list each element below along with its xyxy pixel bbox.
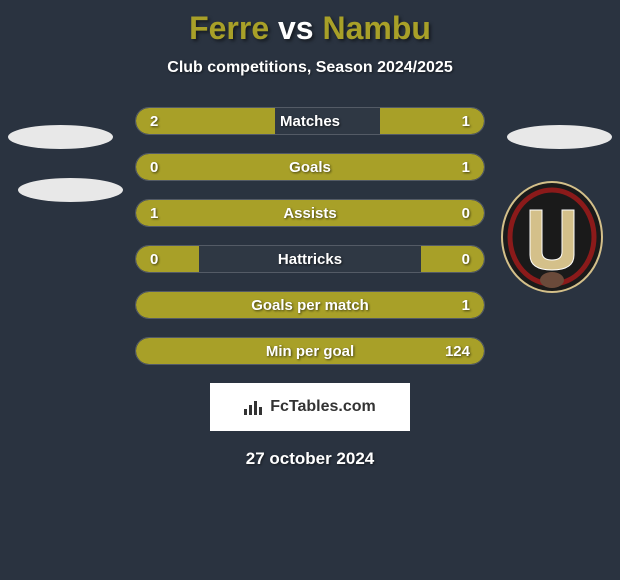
stat-row: Matches2 1	[135, 107, 485, 135]
stat-value-right: 124	[445, 338, 470, 365]
stat-value-right: 1	[462, 292, 470, 319]
subtitle: Club competitions, Season 2024/2025	[0, 59, 620, 77]
stat-label: Goals per match	[136, 292, 484, 319]
player1-name: Ferre	[189, 10, 269, 46]
stat-value-left: 2	[150, 108, 158, 135]
stat-value-left: 1	[150, 200, 158, 227]
chart-icon	[244, 399, 264, 415]
stat-label: Goals	[136, 154, 484, 181]
stat-label: Assists	[136, 200, 484, 227]
stats-container: Matches21Goals01Assists10Hattricks00Goal…	[135, 107, 485, 365]
stat-value-left: 0	[150, 154, 158, 181]
comparison-title: Ferre vs Nambu	[0, 10, 620, 47]
stat-row: Assists1 0	[135, 199, 485, 227]
brand-footer: FcTables.com	[210, 383, 410, 431]
stat-value-right: 0	[462, 246, 470, 273]
stat-row: Min per goal124	[135, 337, 485, 365]
stat-value-right: 1	[462, 108, 470, 135]
club-badge	[500, 180, 605, 295]
stat-value-right: 1	[462, 154, 470, 181]
vs-text: vs	[278, 10, 314, 46]
player1-silhouette-head	[8, 125, 113, 149]
date-text: 27 october 2024	[0, 449, 620, 469]
stat-label: Hattricks	[136, 246, 484, 273]
player1-silhouette-body	[18, 178, 123, 202]
player2-silhouette-head	[507, 125, 612, 149]
brand-text: FcTables.com	[270, 398, 376, 416]
stat-row: Hattricks0 0	[135, 245, 485, 273]
stat-value-left: 0	[150, 246, 158, 273]
stat-row: Goals0 1	[135, 153, 485, 181]
player2-name: Nambu	[322, 10, 430, 46]
stat-label: Matches	[136, 108, 484, 135]
stat-label: Min per goal	[136, 338, 484, 365]
stat-value-right: 0	[462, 200, 470, 227]
stat-row: Goals per match1	[135, 291, 485, 319]
